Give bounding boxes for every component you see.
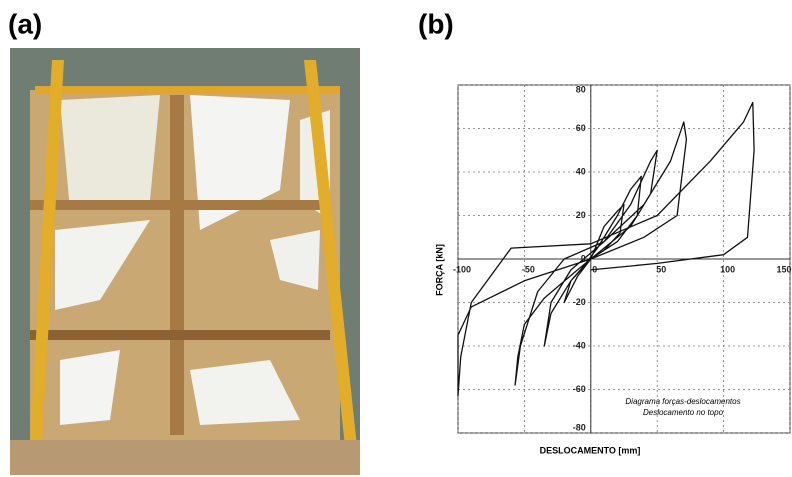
- y-tick-label: -80: [573, 422, 586, 432]
- y-tick-label: 80: [576, 84, 586, 94]
- x-tick-label: 50: [656, 264, 666, 274]
- photo: [10, 48, 360, 475]
- annotation: Deslocamento no topo: [643, 408, 724, 417]
- y-axis-label: FORÇA [kN]: [434, 244, 444, 296]
- panel-label: (b): [418, 8, 454, 39]
- y-tick-label: -20: [573, 297, 586, 307]
- y-tick-label: 40: [576, 166, 586, 176]
- figure: (a) (b) FORÇA [kN] DESLOCAMENTO [mm] Dia…: [0, 0, 792, 477]
- y-tick-label: -60: [573, 384, 586, 394]
- x-axis-label: DESLOCAMENTO [mm]: [540, 445, 641, 455]
- panel-label: (a): [8, 8, 42, 39]
- y-tick-label: 20: [576, 210, 586, 220]
- x-tick-label: 150: [776, 264, 791, 274]
- x-tick-label: -100: [453, 264, 471, 274]
- x-tick-label: -50: [522, 264, 535, 274]
- x-tick-label: 100: [720, 264, 735, 274]
- y-tick-label: -40: [573, 340, 586, 350]
- y-tick-label: 60: [576, 123, 586, 133]
